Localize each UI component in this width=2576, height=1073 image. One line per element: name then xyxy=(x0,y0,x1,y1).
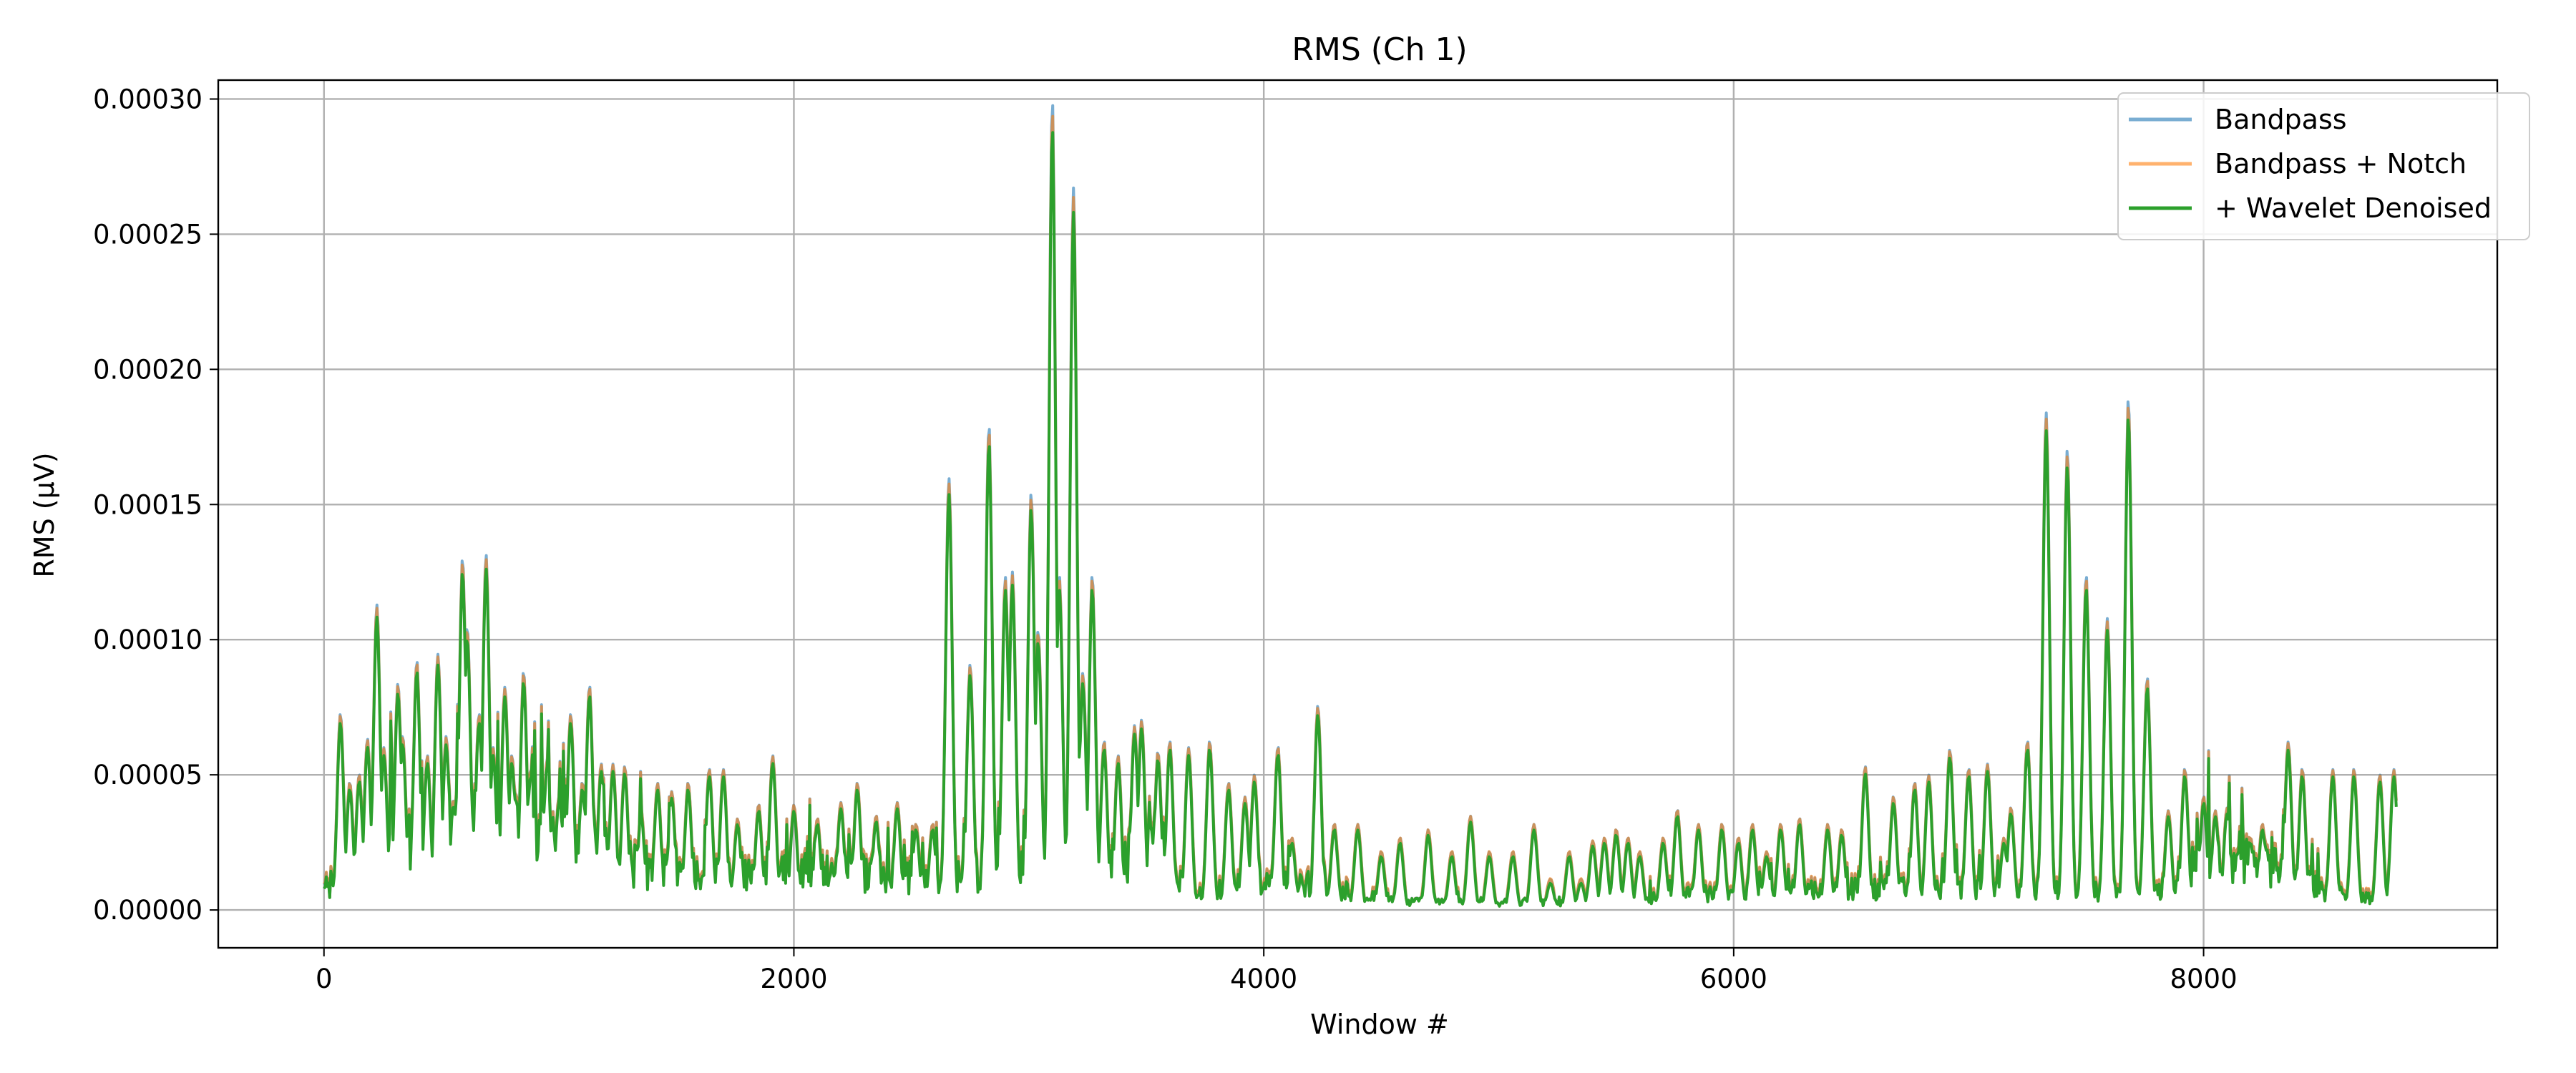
x-tick-label-1: 2000 xyxy=(760,964,827,994)
x-tick-label-0: 0 xyxy=(316,964,333,994)
x-tick-label-4: 8000 xyxy=(2170,964,2237,994)
axis-ticks: 0 2000 4000 6000 8000 0.00000 0.00005 0.00010 0.… xyxy=(93,84,2238,994)
x-tick-label-2: 4000 xyxy=(1230,964,1297,994)
x-tick-label-3: 6000 xyxy=(1700,964,1767,994)
legend-box xyxy=(2117,92,2530,240)
y-tick-label-0: 0.00000 xyxy=(93,895,203,926)
y-tick-label-3: 0.00015 xyxy=(93,489,203,520)
legend-label-0: Bandpass xyxy=(2215,104,2347,135)
y-tick-label-4: 0.00020 xyxy=(93,354,203,385)
y-axis-label: RMS (µV) xyxy=(29,452,60,577)
y-tick-label-5: 0.00025 xyxy=(93,219,203,250)
y-tick-label-6: 0.00030 xyxy=(93,84,203,114)
legend: Bandpass Bandpass + Notch + Wavelet Denois… xyxy=(2117,92,2530,240)
y-tick-label-1: 0.00005 xyxy=(93,760,203,790)
plot-frame xyxy=(217,79,2499,949)
series-lines xyxy=(323,104,2398,908)
y-tick-label-2: 0.00010 xyxy=(93,624,203,655)
series-line-2 xyxy=(323,131,2398,908)
legend-label-1: Bandpass + Notch xyxy=(2215,148,2467,180)
chart-title: RMS (Ch 1) xyxy=(1292,31,1467,68)
x-axis-label: Window # xyxy=(1310,1009,1449,1040)
legend-label-2: + Wavelet Denoised xyxy=(2215,192,2492,224)
